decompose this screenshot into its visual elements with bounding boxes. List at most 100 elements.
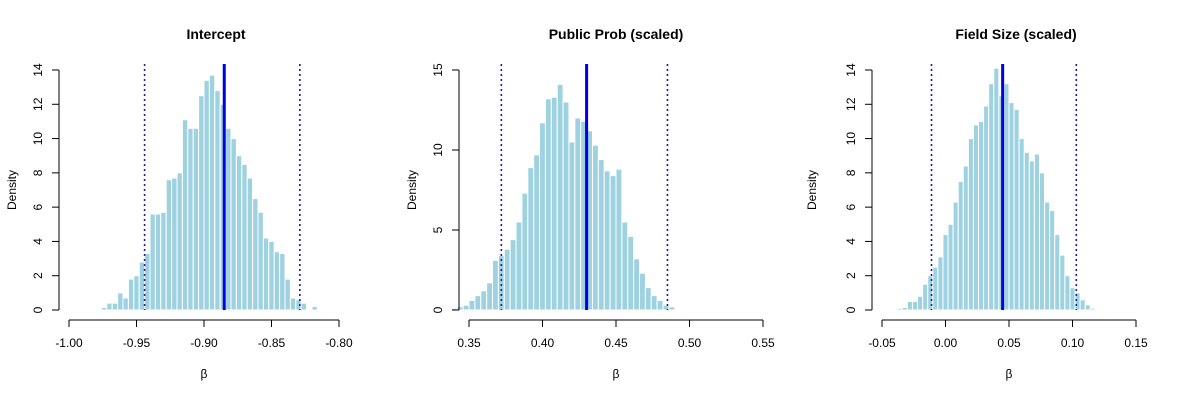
- histogram-bar: [165, 179, 173, 311]
- histogram-bar: [1023, 151, 1030, 311]
- x-tick-label: 0.40: [531, 336, 555, 350]
- histogram-bar: [978, 120, 985, 311]
- histogram-bar: [252, 198, 259, 311]
- histogram-bar: [1033, 153, 1040, 311]
- y-axis-label: Density: [405, 170, 419, 210]
- histogram-bar: [615, 168, 623, 311]
- histogram-bar: [268, 240, 275, 311]
- histogram-bar: [503, 248, 511, 311]
- histogram-bar: [627, 235, 635, 311]
- histogram-bar: [1049, 210, 1056, 311]
- histogram-bar: [284, 278, 291, 311]
- histogram-bar: [138, 261, 146, 311]
- histogram-bar: [192, 127, 200, 311]
- x-tick-label: 0.00: [934, 336, 958, 350]
- histogram-bar: [257, 211, 264, 311]
- histogram-bar: [100, 306, 108, 311]
- histogram-bar: [122, 297, 129, 311]
- histogram-bar: [644, 287, 652, 311]
- histogram-bar: [262, 237, 270, 311]
- histogram-bar: [273, 251, 281, 311]
- histogram-bar: [468, 299, 476, 311]
- y-tick-label: 5: [431, 226, 445, 233]
- histogram-bar: [633, 258, 641, 311]
- x-tick-label: -0.85: [258, 336, 286, 350]
- histogram-bar: [691, 308, 699, 311]
- panel-1: -1.00 -0.95 -0.90 -0.85 -0.80 0 2 4 6 8 10 12 14 Inte…: [5, 26, 353, 381]
- x-tick-label: 0.50: [678, 336, 702, 350]
- histogram-bar: [574, 117, 582, 311]
- histogram-bar: [886, 308, 893, 311]
- histogram-bar: [533, 154, 541, 311]
- histogram-bar: [962, 165, 969, 311]
- histogram-bar: [171, 177, 178, 311]
- histogram-bar: [181, 119, 189, 311]
- histogram-bar: [1059, 254, 1066, 311]
- x-axis-label: β: [613, 367, 620, 381]
- y-tick-label: 14: [31, 63, 45, 77]
- histogram-bar: [896, 307, 903, 311]
- histogram-bar: [279, 252, 286, 311]
- y-tick-label: 6: [844, 203, 858, 210]
- histogram-bar: [300, 302, 308, 311]
- histogram-bar: [562, 101, 570, 311]
- histogram-bar: [942, 234, 949, 311]
- y-tick-label: 0: [31, 306, 45, 313]
- histogram-bar: [527, 167, 535, 311]
- y-tick-label: 2: [844, 272, 858, 279]
- histogram-bar: [550, 96, 558, 311]
- histogram-bar: [609, 175, 617, 311]
- histogram-bar: [603, 170, 611, 311]
- y-tick-label: 12: [31, 97, 45, 111]
- y-axis-label: Density: [5, 170, 19, 210]
- panel-3: -0.05 0.00 0.05 0.10 0.15 0 2 4 6 8 10 12 14 Field Si…: [805, 26, 1148, 381]
- histogram-bar: [111, 302, 119, 311]
- histogram-bar: [993, 67, 1000, 311]
- histogram-bar: [198, 95, 205, 311]
- histogram-bar: [311, 306, 318, 311]
- histogram-bar: [1013, 108, 1020, 311]
- histogram-bar: [901, 306, 908, 311]
- histogram-bar: [1054, 234, 1061, 311]
- histogram-bar: [509, 239, 517, 311]
- y-tick-label: 2: [31, 272, 45, 279]
- histogram-bar: [1089, 307, 1096, 311]
- x-axis-label: β: [201, 367, 208, 381]
- histogram-bar: [972, 124, 980, 311]
- y-tick-label: 4: [844, 238, 858, 245]
- histogram-bar: [1105, 308, 1112, 311]
- histogram-bar: [497, 255, 505, 311]
- y-axis-label: Density: [805, 170, 819, 210]
- x-tick-label: -0.80: [325, 336, 353, 350]
- histogram-bar: [241, 163, 248, 311]
- histogram-bar: [246, 177, 254, 311]
- histogram-bar: [668, 306, 676, 311]
- histogram-bar: [983, 105, 990, 311]
- histogram-bar: [932, 266, 939, 311]
- y-tick-label: 14: [844, 63, 858, 77]
- panel-2: 0.35 0.40 0.45 0.50 0.55 0 5 10 15 Public Prob (s…: [405, 26, 775, 381]
- x-tick-label: -0.05: [868, 336, 896, 350]
- histogram-bar: [1038, 172, 1046, 311]
- histogram-bar: [521, 192, 529, 311]
- x-tick-label: -1.00: [55, 336, 83, 350]
- histogram-bar: [591, 144, 599, 311]
- x-tick-label: -0.95: [123, 336, 151, 350]
- histogram-bar: [230, 138, 237, 311]
- x-tick-label: 0.55: [751, 336, 775, 350]
- histogram-bar: [952, 201, 959, 311]
- histogram-bar: [214, 90, 221, 311]
- y-tick-label: 10: [844, 132, 858, 146]
- y-tick-label: 10: [431, 143, 445, 157]
- histogram-bar: [568, 141, 576, 311]
- histogram-bar: [117, 292, 124, 311]
- histogram-bar: [1099, 308, 1107, 311]
- histogram-bar: [597, 159, 605, 311]
- y-tick-label: 6: [31, 203, 45, 210]
- histogram-bar: [492, 259, 499, 311]
- histogram-bar: [1079, 299, 1086, 311]
- x-tick-label: 0.05: [997, 336, 1021, 350]
- histogram-bar: [621, 221, 629, 311]
- histogram-bar: [1094, 308, 1101, 311]
